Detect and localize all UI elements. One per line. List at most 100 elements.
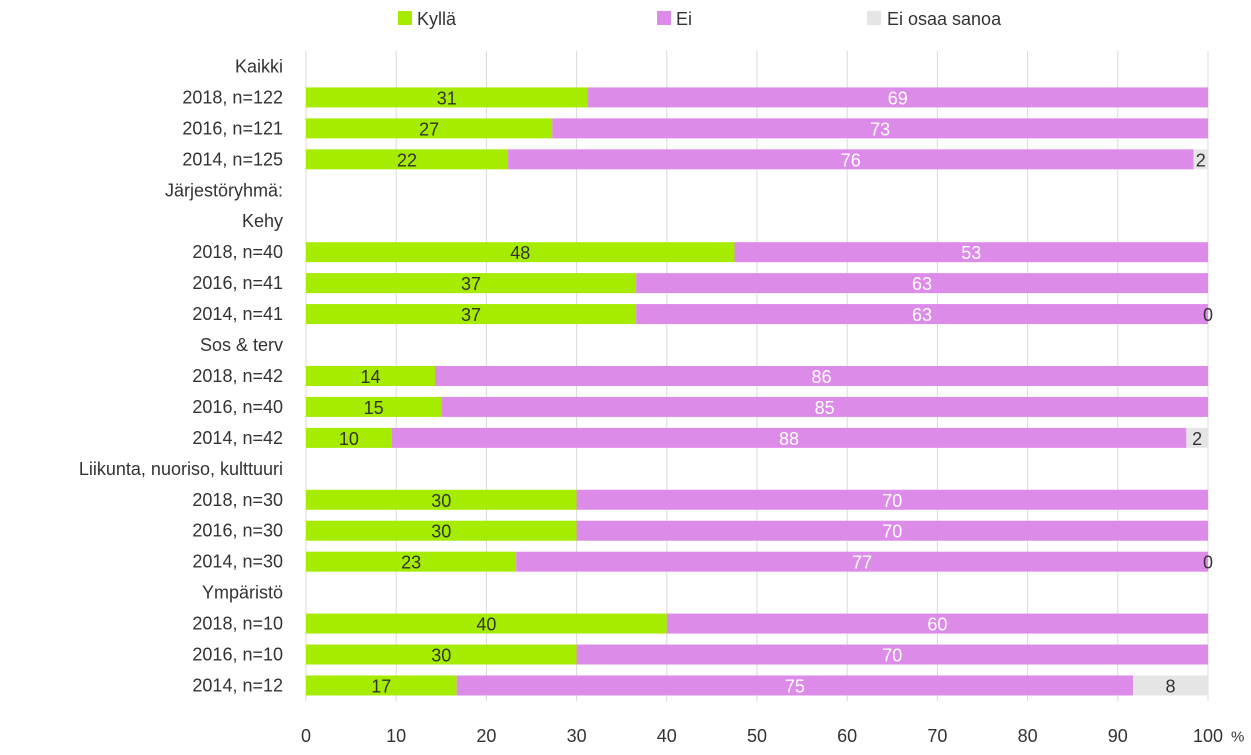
bar-segment-kyllä	[306, 613, 667, 634]
bar-segment-kyllä	[306, 242, 735, 263]
value-label: 31	[437, 88, 457, 108]
bar-segment-kyllä	[306, 644, 577, 665]
category-label: 2016, n=121	[182, 118, 283, 138]
value-label: 48	[510, 243, 530, 263]
x-tick-label: 90	[1108, 726, 1128, 746]
bar-segment-ei	[516, 551, 1208, 572]
value-label: 0	[1203, 305, 1213, 325]
category-label: 2014, n=41	[192, 304, 283, 324]
legend-label: Ei	[676, 9, 692, 29]
bar-segment-ei	[508, 149, 1194, 170]
value-label: 63	[912, 274, 932, 294]
legend-swatch-kyllä	[398, 11, 412, 25]
category-label: 2014, n=12	[192, 675, 283, 695]
category-label: Järjestöryhmä:	[165, 180, 283, 200]
x-tick-label: 50	[747, 726, 767, 746]
bar-segment-kyllä	[306, 304, 637, 325]
value-label: 2	[1196, 150, 1206, 170]
category-labels: Kaikki 2018, n=122 2016, n=121 2014, n=125 J…	[79, 56, 283, 695]
value-label: 22	[397, 150, 417, 170]
value-label: 70	[882, 646, 902, 666]
value-label: 75	[785, 676, 805, 696]
category-label: 2016, n=10	[192, 645, 283, 665]
value-label: 10	[339, 429, 359, 449]
value-label: 70	[882, 491, 902, 511]
bar-segment-ei	[576, 489, 1208, 510]
x-tick-label: 80	[1018, 726, 1038, 746]
legend-swatch-ei-osaa-sanoa	[867, 11, 881, 25]
value-label: 69	[888, 88, 908, 108]
value-label: 73	[870, 119, 890, 139]
bar-segment-ei	[434, 365, 1209, 386]
bar-segment-kyllä	[306, 427, 392, 448]
x-tick-label: 100	[1193, 726, 1223, 746]
x-axis-unit: %	[1231, 729, 1244, 746]
x-axis: 0 10 20 30 40 50 60 70 80 90 100%	[301, 726, 1244, 746]
bar-segment-kyllä	[306, 273, 637, 294]
category-label: 2018, n=40	[192, 242, 283, 262]
value-label: 77	[852, 553, 872, 573]
category-label: 2016, n=30	[192, 521, 283, 541]
category-label: 2018, n=30	[192, 490, 283, 510]
value-label: 85	[815, 398, 835, 418]
value-label: 8	[1166, 676, 1176, 696]
bar-segment-ei	[552, 118, 1208, 139]
bar-segment-ei-osaa-sanoa	[1186, 427, 1208, 448]
x-tick-label: 10	[386, 726, 406, 746]
value-label: 30	[431, 522, 451, 542]
category-label: 2018, n=42	[192, 366, 283, 386]
legend-label: Ei osaa sanoa	[887, 9, 1002, 29]
bar-segment-ei-osaa-sanoa	[1193, 149, 1208, 170]
value-label: 63	[912, 305, 932, 325]
x-tick-label: 30	[567, 726, 587, 746]
value-label: 70	[882, 522, 902, 542]
x-tick-label: 60	[837, 726, 857, 746]
bar-segment-ei	[576, 644, 1208, 665]
category-label: 2018, n=122	[182, 87, 283, 107]
bar-segment-kyllä	[306, 87, 588, 108]
bar-segment-kyllä	[306, 520, 577, 541]
category-label: Ympäristö	[202, 583, 283, 603]
category-label: 2018, n=10	[192, 614, 283, 634]
value-label: 37	[461, 305, 481, 325]
value-label: 15	[364, 398, 384, 418]
value-label: 53	[961, 243, 981, 263]
bar-segment-kyllä	[306, 551, 517, 572]
bar-segment-ei	[391, 427, 1187, 448]
legend: Kyllä Ei Ei osaa sanoa	[398, 9, 1002, 29]
value-label: 2	[1192, 429, 1202, 449]
bar-segment-kyllä	[306, 118, 553, 139]
value-label: 88	[779, 429, 799, 449]
category-label: 2016, n=41	[192, 273, 283, 293]
legend-label: Kyllä	[417, 9, 457, 29]
bar-segment-kyllä	[306, 396, 442, 417]
category-label: 2014, n=30	[192, 552, 283, 572]
category-label: Liikunta, nuoriso, kulttuuri	[79, 459, 283, 479]
value-label: 23	[401, 553, 421, 573]
bar-segment-ei-osaa-sanoa	[1133, 675, 1208, 696]
category-label: Kehy	[242, 211, 283, 231]
bar-segment-kyllä	[306, 365, 435, 386]
value-label: 86	[811, 367, 831, 387]
value-label: 27	[419, 119, 439, 139]
bar-segment-ei	[456, 675, 1134, 696]
bar-segment-ei	[666, 613, 1208, 634]
bar-segment-kyllä	[306, 149, 509, 170]
value-label: 14	[360, 367, 380, 387]
value-label: 60	[927, 615, 947, 635]
bar-segment-ei	[441, 396, 1208, 417]
value-label: 37	[461, 274, 481, 294]
bar-segment-ei	[587, 87, 1208, 108]
category-label: 2014, n=125	[182, 149, 283, 169]
value-label: 40	[476, 615, 496, 635]
bar-segment-ei	[636, 273, 1208, 294]
category-label: 2016, n=40	[192, 397, 283, 417]
legend-swatch-ei	[657, 11, 671, 25]
value-label: 17	[371, 676, 391, 696]
category-label: Sos & terv	[200, 335, 283, 355]
x-tick-label: 70	[927, 726, 947, 746]
value-label: 76	[841, 150, 861, 170]
